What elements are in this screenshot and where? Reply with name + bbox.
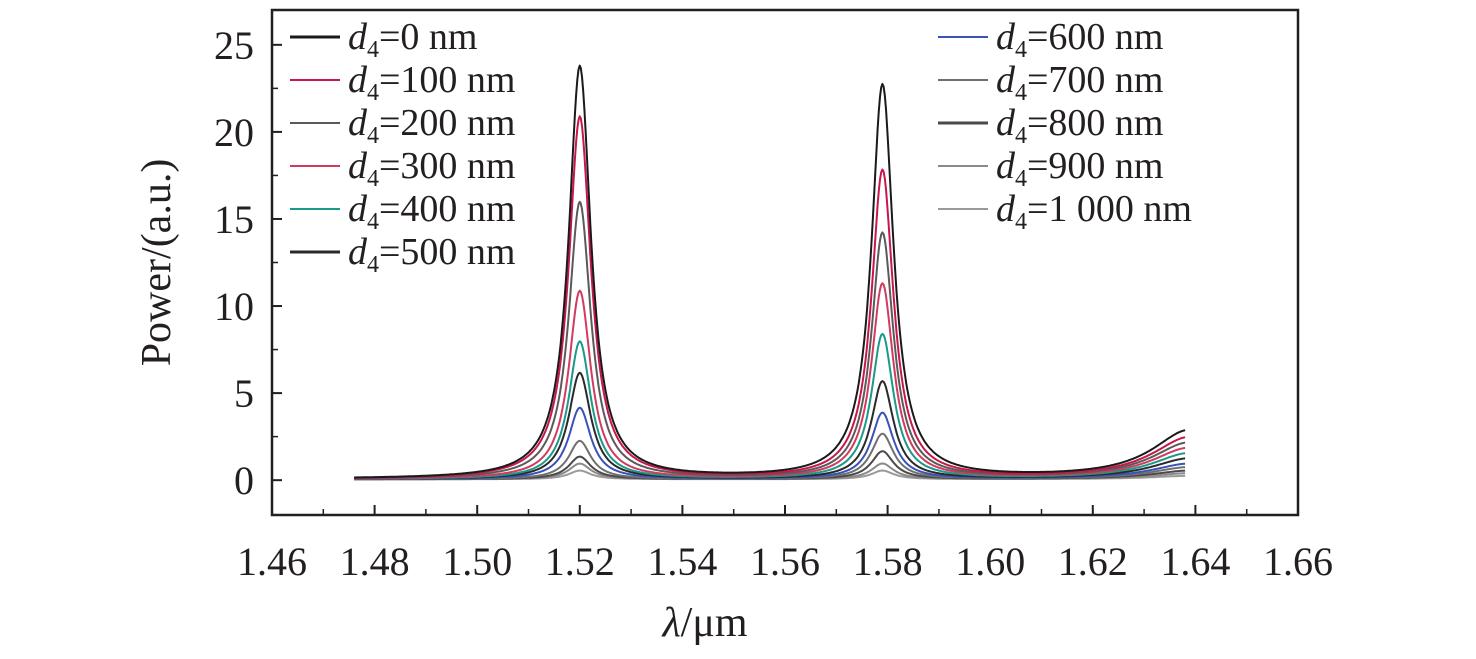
legend-subscript: 4 <box>367 123 379 149</box>
legend-value: =0 nm <box>379 16 478 58</box>
legend-var: d <box>348 59 368 101</box>
legend-var: d <box>996 16 1016 58</box>
legend-label: d4=300 nm <box>348 145 516 192</box>
legend-value: =700 nm <box>1027 59 1164 101</box>
x-tick-label: 1.60 <box>955 539 1025 584</box>
y-tick-label: 0 <box>234 458 254 503</box>
x-tick-label: 1.58 <box>853 539 923 584</box>
series-line-1 <box>354 115 1186 479</box>
x-axis-symbol: λ <box>660 600 680 646</box>
legend-item: d4=300 nm <box>290 145 516 192</box>
legend-label: d4=0 nm <box>348 16 478 63</box>
legend-var: d <box>348 188 368 230</box>
legend-subscript: 4 <box>1015 37 1027 63</box>
y-tick-label: 20 <box>214 110 254 155</box>
legend-item: d4=400 nm <box>290 188 516 235</box>
x-tick-label: 1.46 <box>237 539 307 584</box>
x-tick-label: 1.52 <box>545 539 615 584</box>
legend-var: d <box>348 16 368 58</box>
legend-var: d <box>348 145 368 187</box>
legend-subscript: 4 <box>367 209 379 235</box>
x-tick-label: 1.56 <box>750 539 820 584</box>
series-line-3 <box>354 282 1186 480</box>
legend-var: d <box>996 145 1016 187</box>
legend-var: d <box>996 188 1016 230</box>
legend-label: d4=900 nm <box>996 145 1164 192</box>
legend-value: =400 nm <box>379 188 516 230</box>
legend-label: d4=1 000 nm <box>996 188 1192 235</box>
legend-value: =200 nm <box>379 102 516 144</box>
legend-value: =500 nm <box>379 231 516 273</box>
legend-value: =800 nm <box>1027 102 1164 144</box>
legend-subscript: 4 <box>1015 80 1027 106</box>
x-tick-label: 1.48 <box>340 539 410 584</box>
legend-subscript: 4 <box>1015 166 1027 192</box>
legend-label: d4=200 nm <box>348 102 516 149</box>
legend-label: d4=500 nm <box>348 231 516 278</box>
legend-var: d <box>348 231 368 273</box>
x-tick-label: 1.66 <box>1263 539 1333 584</box>
legend-label: d4=700 nm <box>996 59 1164 106</box>
series-group <box>354 64 1186 481</box>
legend-value: =1 000 nm <box>1027 188 1192 230</box>
y-tick-label: 15 <box>214 197 254 242</box>
series-line-0 <box>354 64 1186 479</box>
legend-value: =300 nm <box>379 145 516 187</box>
legend-value: =100 nm <box>379 59 516 101</box>
legend-label: d4=800 nm <box>996 102 1164 149</box>
legend-item: d4=200 nm <box>290 102 516 149</box>
legend-item: d4=800 nm <box>938 102 1164 149</box>
legend-item: d4=900 nm <box>938 145 1164 192</box>
legend-value: =600 nm <box>1027 16 1164 58</box>
x-axis-ticks: 1.46 1.48 1.50 1.52 1.54 1.56 1.58 1.60 1.62 1.64… <box>237 505 1333 584</box>
legend-item: d4=0 nm <box>290 16 478 63</box>
x-tick-label: 1.50 <box>442 539 512 584</box>
legend-var: d <box>996 59 1016 101</box>
legend-subscript: 4 <box>367 166 379 192</box>
legend-label: d4=600 nm <box>996 16 1164 63</box>
x-axis-title: λ/μm <box>660 600 747 646</box>
legend-subscript: 4 <box>367 37 379 63</box>
y-axis-title: Power/(a.u.) <box>134 159 180 367</box>
legend-item: d4=500 nm <box>290 231 516 278</box>
legend-var: d <box>996 102 1016 144</box>
legend-item: d4=700 nm <box>938 59 1164 106</box>
legend-value: =900 nm <box>1027 145 1164 187</box>
legend-item: d4=600 nm <box>938 16 1164 63</box>
legend-subscript: 4 <box>367 252 379 278</box>
series-line-6 <box>354 406 1186 480</box>
legend-subscript: 4 <box>367 80 379 106</box>
legend-label: d4=400 nm <box>348 188 516 235</box>
y-tick-label: 10 <box>214 284 254 329</box>
x-axis-unit: /μm <box>681 600 748 646</box>
x-tick-label: 1.62 <box>1058 539 1128 584</box>
legend-subscript: 4 <box>1015 209 1027 235</box>
y-axis-ticks: 0 5 10 15 20 25 <box>214 23 282 503</box>
legend-item: d4=1 000 nm <box>938 188 1192 235</box>
series-line-5 <box>354 371 1186 480</box>
y-tick-label: 25 <box>214 23 254 68</box>
series-line-4 <box>354 332 1186 480</box>
y-tick-label: 5 <box>234 371 254 416</box>
legend-label: d4=100 nm <box>348 59 516 106</box>
legend-item: d4=100 nm <box>290 59 516 106</box>
legend-subscript: 4 <box>1015 123 1027 149</box>
legend-var: d <box>348 102 368 144</box>
x-tick-label: 1.64 <box>1160 539 1230 584</box>
x-tick-label: 1.54 <box>647 539 717 584</box>
